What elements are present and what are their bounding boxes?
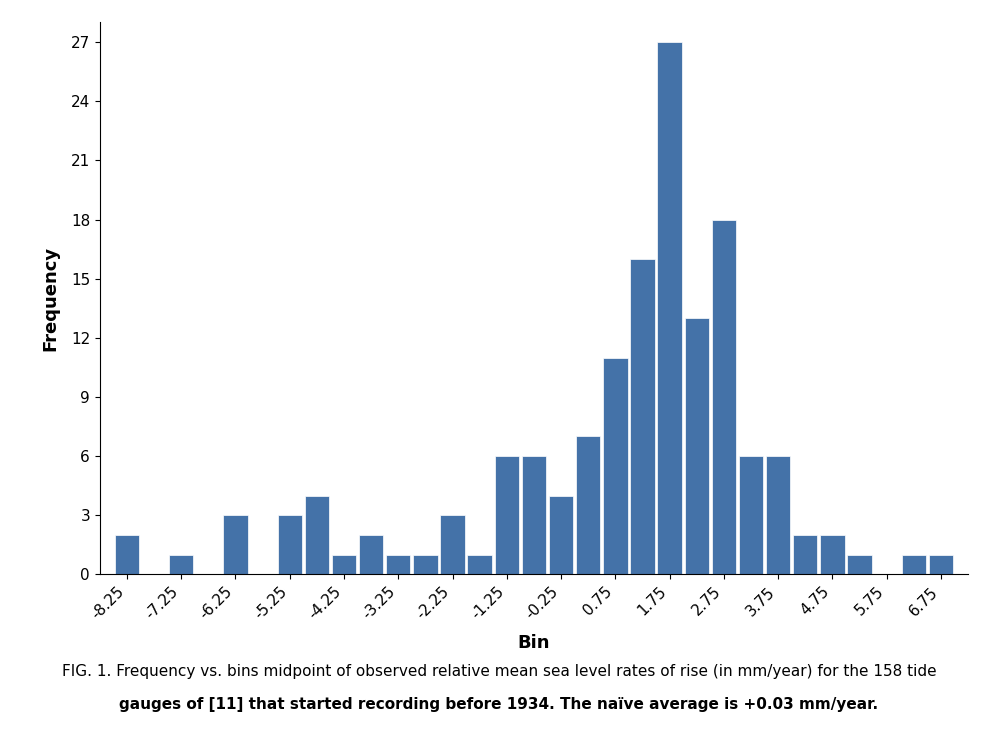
Bar	[929, 555, 953, 574]
Bar	[440, 515, 465, 574]
Bar	[549, 495, 573, 574]
Bar	[739, 456, 763, 574]
Bar	[467, 555, 492, 574]
Bar	[793, 535, 817, 574]
Y-axis label: Frequency: Frequency	[42, 246, 60, 351]
Bar	[169, 555, 194, 574]
Bar	[413, 555, 437, 574]
Bar	[658, 42, 682, 574]
Text: gauges of [11] that started recording before 1934. The naïve average is +0.03 mm: gauges of [11] that started recording be…	[120, 698, 878, 712]
Bar	[277, 515, 302, 574]
Bar	[576, 436, 601, 574]
Bar	[820, 535, 844, 574]
Bar	[603, 357, 628, 574]
X-axis label: Bin: Bin	[518, 633, 550, 652]
Bar	[847, 555, 871, 574]
Bar	[224, 515, 248, 574]
Bar	[386, 555, 410, 574]
Bar	[115, 535, 139, 574]
Bar	[685, 318, 709, 574]
Bar	[712, 219, 737, 574]
Bar	[631, 259, 655, 574]
Text: FIG. 1. Frequency vs. bins midpoint of observed relative mean sea level rates of: FIG. 1. Frequency vs. bins midpoint of o…	[62, 664, 936, 679]
Bar	[522, 456, 546, 574]
Bar	[331, 555, 356, 574]
Bar	[765, 456, 790, 574]
Bar	[304, 495, 329, 574]
Bar	[901, 555, 926, 574]
Bar	[495, 456, 519, 574]
Bar	[359, 535, 383, 574]
